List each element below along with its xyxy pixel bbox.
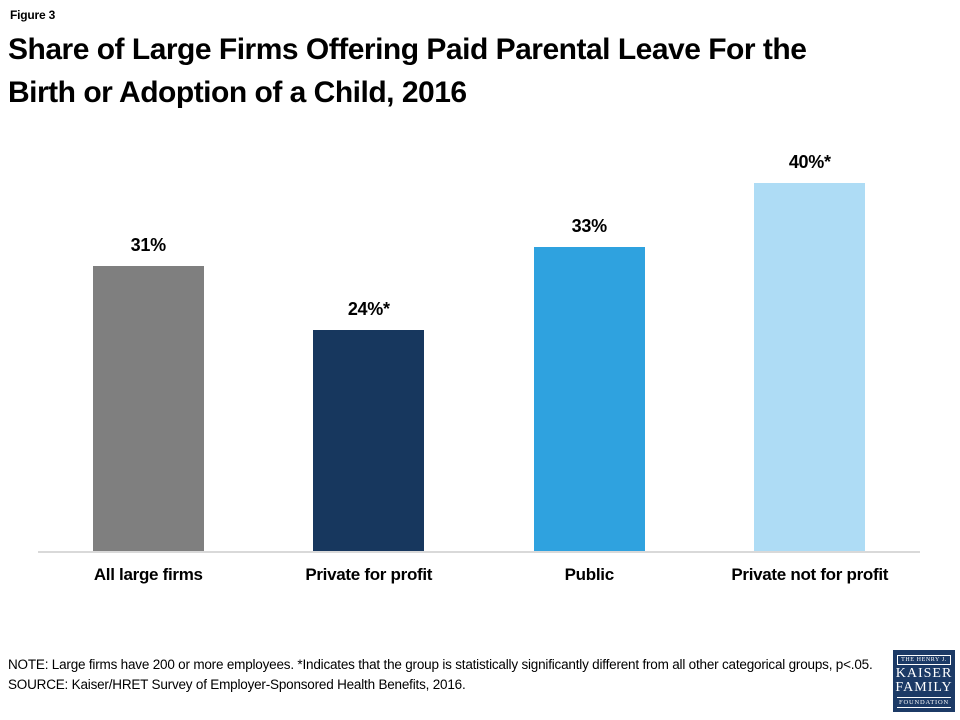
bar-value-label: 40%* [788, 152, 831, 172]
chart-title-line-2: Birth or Adoption of a Child, 2016 [8, 76, 467, 109]
bar-value-label: 24%* [347, 299, 390, 319]
figure-number-label: Figure 3 [10, 8, 56, 22]
x-axis-labels: All large firms Private for profit Publi… [38, 553, 920, 585]
bar-group-all-large-firms: 31% [38, 133, 259, 551]
footnote-block: NOTE: Large firms have 200 or more emplo… [8, 655, 894, 695]
note-text: NOTE: Large firms have 200 or more emplo… [8, 657, 873, 672]
logo-text-foundation: FOUNDATION [897, 696, 951, 708]
bar-group-private-not-for-profit: 40%* [700, 133, 921, 551]
bar-all-large-firms [92, 266, 204, 551]
bar-private-for-profit [313, 330, 425, 551]
x-axis-label-all-large-firms: All large firms [93, 565, 203, 584]
bar-private-not-for-profit [754, 183, 866, 551]
bar-group-private-for-profit: 24%* [259, 133, 480, 551]
logo-text-family: FAMILY [895, 679, 953, 695]
plot-area: 31% 24%* 33% 40%* [38, 133, 920, 553]
chart-title-line-1: Share of Large Firms Offering Paid Paren… [8, 33, 807, 66]
bar-public [533, 247, 645, 551]
x-axis-label-public: Public [564, 565, 615, 584]
source-text: SOURCE: Kaiser/HRET Survey of Employer-S… [8, 677, 466, 692]
bar-chart: 31% 24%* 33% 40%* All large firms Privat… [38, 133, 920, 585]
bar-value-label: 33% [571, 216, 607, 236]
logo-text-top: THE HENRY J. [897, 654, 951, 665]
bar-group-public: 33% [479, 133, 700, 551]
x-axis-label-private-not-for-profit: Private not for profit [731, 565, 889, 584]
bar-value-label: 31% [130, 235, 166, 255]
kaiser-family-foundation-logo: THE HENRY J. KAISER FAMILY FOUNDATION [893, 650, 955, 712]
x-axis-label-private-for-profit: Private for profit [305, 565, 433, 584]
chart-title: Share of Large Firms Offering Paid Paren… [8, 28, 938, 114]
logo-text-kaiser: KAISER [895, 665, 953, 681]
